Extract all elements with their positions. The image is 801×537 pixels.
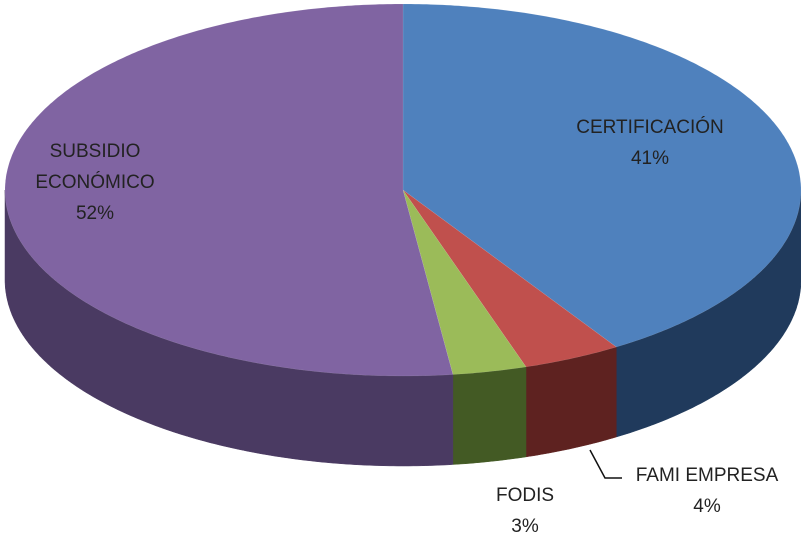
slice-label: CERTIFICACIÓN <box>576 116 723 138</box>
slice-label-line: FODIS <box>496 485 554 506</box>
leader-line <box>589 449 622 479</box>
slice-label-line: SUBSIDIO <box>50 141 141 162</box>
slice-label: FODIS <box>496 485 554 506</box>
slice-label-line: ECONÓMICO <box>35 171 154 193</box>
value-label: 41% <box>631 148 669 169</box>
slice <box>402 189 527 375</box>
value-label: 52% <box>76 203 114 224</box>
slice <box>4 3 454 377</box>
value-label: 3% <box>511 516 539 537</box>
slice <box>402 189 617 368</box>
slice-label: FAMI EMPRESA <box>636 465 779 486</box>
slice-label-line: CERTIFICACIÓN <box>576 116 723 138</box>
slice-label-line: FAMI EMPRESA <box>636 465 779 486</box>
slice <box>402 3 801 348</box>
slice-side <box>452 366 527 465</box>
slice-label: SUBSIDIO ECONÓMICO <box>35 141 154 193</box>
value-label: 4% <box>693 496 721 517</box>
